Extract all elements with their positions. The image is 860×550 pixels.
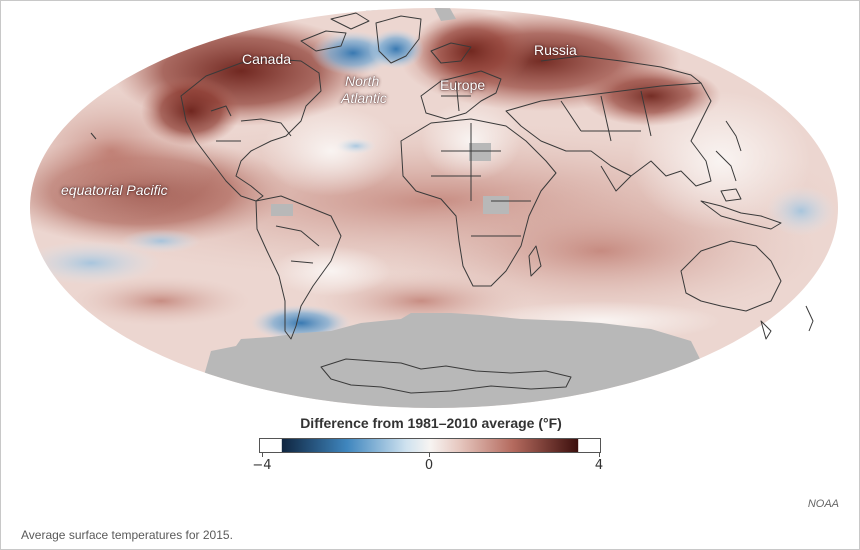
legend-title: Difference from 1981–2010 average (°F) — [300, 415, 562, 431]
globe-surface — [30, 8, 838, 408]
legend-tick-min — [262, 453, 263, 457]
label-europe: Europe — [440, 77, 486, 93]
legend-tick-mid — [429, 453, 430, 457]
legend-tick-max — [599, 453, 600, 457]
source-credit: NOAA — [807, 498, 839, 510]
label-equatorial-pacific: equatorial Pacific — [61, 182, 168, 198]
label-north-atlantic-line2: Atlantic — [341, 90, 387, 106]
figure-caption: Average surface temperatures for 2015. — [21, 528, 233, 542]
color-legend: Difference from 1981–2010 average (°F) −… — [1, 411, 860, 481]
label-canada: Canada — [242, 51, 292, 67]
land-outlines — [90, 12, 814, 394]
label-russia: Russia — [534, 42, 577, 58]
legend-mid-label: 0 — [424, 458, 434, 473]
legend-min-label: −4 — [252, 458, 272, 473]
temperature-anomaly-map: Canada Russia North Atlantic Europe equa… — [1, 1, 860, 421]
legend-color-bar — [259, 438, 601, 453]
label-north-atlantic-line1: North — [345, 73, 380, 89]
legend-max-label: 4 — [594, 458, 604, 473]
map-svg — [30, 8, 838, 408]
